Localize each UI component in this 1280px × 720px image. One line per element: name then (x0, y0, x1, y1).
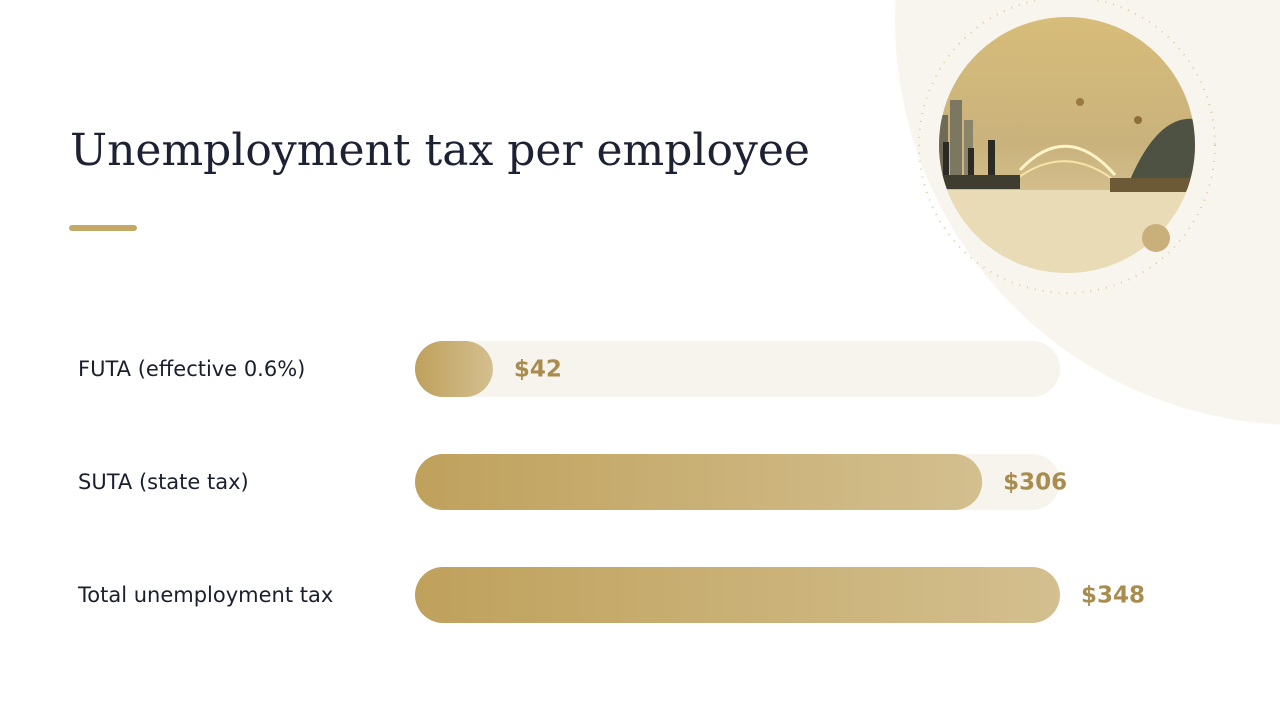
bar-track (415, 341, 1060, 397)
category-label: FUTA (effective 0.6%) (78, 357, 305, 381)
value-label: $306 (1003, 470, 1067, 496)
bar (415, 567, 1060, 623)
decor-dot (1142, 224, 1170, 252)
value-label: $42 (514, 357, 562, 383)
bar (415, 454, 983, 510)
chart-title: Unemployment tax per employee (70, 125, 810, 176)
category-label: SUTA (state tax) (78, 470, 249, 494)
dotted-ring (918, 0, 1216, 294)
title-underline (69, 225, 137, 231)
category-label: Total unemployment tax (77, 583, 333, 607)
value-label: $348 (1081, 583, 1145, 609)
bar (415, 341, 493, 397)
